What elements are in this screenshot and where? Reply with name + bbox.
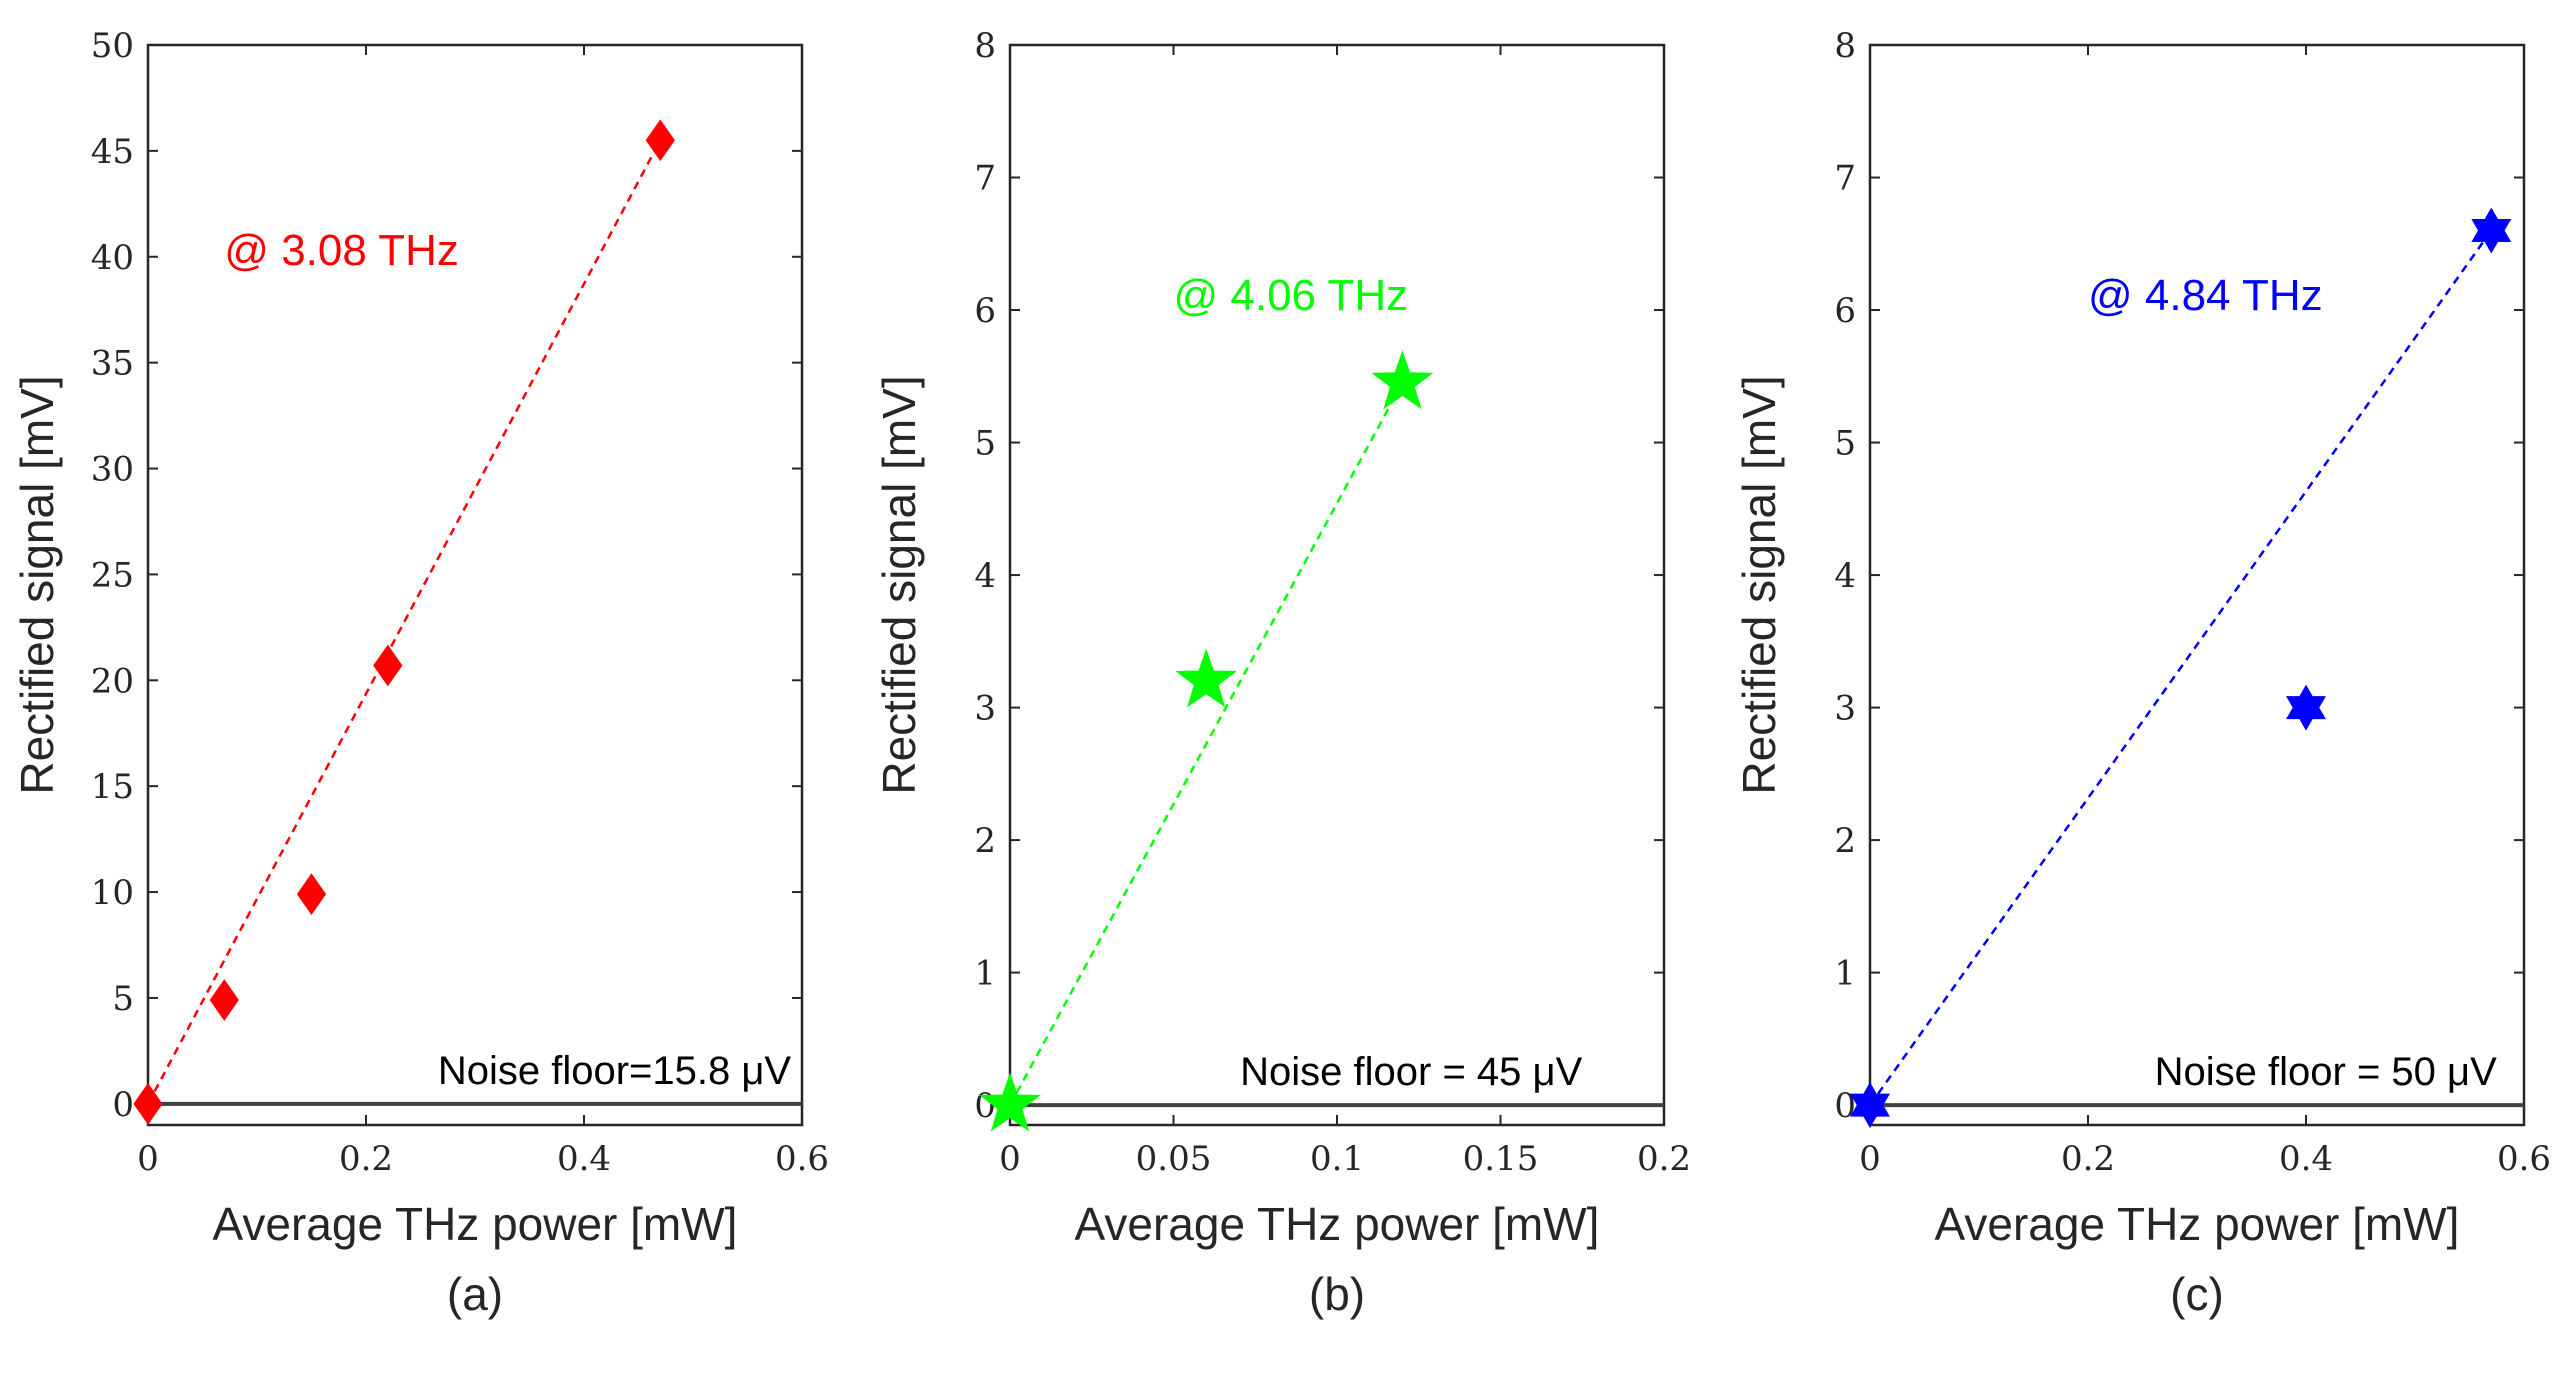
- y-tick-label: 1: [974, 954, 996, 994]
- x-tick-label: 0.2: [2061, 1139, 2115, 1179]
- y-tick-label: 50: [91, 26, 134, 66]
- panel-a: 0 0.2 0.4 0.6 0 5 10 15 20 25 30 35 40 45 50 Noise floo…: [11, 26, 829, 1320]
- y-tick-label: 7: [1834, 159, 1856, 199]
- data-point-1: [1175, 648, 1238, 708]
- data-point-2: [296, 873, 327, 916]
- y-tick-label: 6: [1834, 291, 1856, 331]
- panel-b: 0 0.05 0.1 0.15 0.2 0 1 2 3 4 5 6 7 8 Noise floor = 45…: [873, 26, 1691, 1320]
- y-tick-label: 45: [91, 132, 134, 172]
- data-point-2: [1371, 350, 1434, 410]
- y-tick-label: 1: [1834, 954, 1856, 994]
- x-tick-label: 0: [1859, 1139, 1881, 1179]
- y-tick-label: 8: [974, 26, 996, 66]
- y-tick-label: 0: [112, 1085, 134, 1125]
- y-tick-label: 3: [1834, 689, 1856, 729]
- y-tick-label: 6: [974, 291, 996, 331]
- y-tick-label: 10: [91, 873, 134, 913]
- x-tick-label: 0.1: [1310, 1139, 1364, 1179]
- frequency-annotation: @ 3.08 THz: [224, 226, 459, 275]
- axes-box: [1868, 43, 2526, 1127]
- axes-box: [146, 43, 804, 1127]
- y-tick-label: 7: [974, 159, 996, 199]
- y-tick-label: 4: [974, 556, 996, 596]
- fit-line: [1008, 382, 1404, 1106]
- data-point-1: [209, 979, 239, 1021]
- y-tick-label: 8: [1834, 26, 1856, 66]
- y-tick-label: 2: [1834, 821, 1856, 861]
- panel-caption: (a): [447, 1268, 503, 1320]
- data-point-2: [2471, 207, 2512, 254]
- x-tick-label: 0.15: [1463, 1139, 1539, 1179]
- panel-c: 0 0.2 0.4 0.6 0 1 2 3 4 5 6 7 8 Noise floor = 50 μV @ …: [1733, 26, 2551, 1320]
- y-axis-label: Rectified signal [mV]: [1733, 375, 1785, 794]
- y-tick-label: 5: [112, 979, 134, 1019]
- y-tick-label: 35: [91, 344, 134, 384]
- y-tick-label: 5: [1834, 424, 1856, 464]
- data-point-1: [2286, 684, 2326, 731]
- data-point-3: [373, 644, 403, 687]
- x-tick-label: 0.4: [2279, 1139, 2333, 1179]
- y-tick-label: 4: [1834, 556, 1856, 596]
- y-tick-label: 15: [91, 767, 134, 807]
- y-tick-label: 3: [974, 689, 996, 729]
- y-axis-label: Rectified signal [mV]: [873, 375, 925, 794]
- fit-line: [1868, 229, 2493, 1106]
- y-tick-label: 20: [91, 661, 134, 701]
- noise-floor-label: Noise floor = 50 μV: [2155, 1050, 2497, 1094]
- data-point-4: [645, 119, 675, 162]
- data-point-0: [1850, 1082, 1890, 1129]
- x-tick-label: 0.4: [557, 1139, 611, 1179]
- y-tick-label: 25: [91, 555, 134, 595]
- frequency-annotation: @ 4.06 THz: [1174, 271, 1409, 320]
- x-tick-label: 0.2: [339, 1139, 393, 1179]
- y-tick-label: 5: [974, 424, 996, 464]
- frequency-annotation: @ 4.84 THz: [2088, 271, 2323, 320]
- x-tick-label: 0.6: [775, 1139, 829, 1179]
- x-tick-label: 0.2: [1637, 1139, 1691, 1179]
- y-tick-label: 30: [91, 450, 134, 490]
- x-axis-label: Average THz power [mW]: [1075, 1198, 1600, 1250]
- data-point-0: [979, 1072, 1041, 1132]
- y-tick-label: 0: [974, 1086, 996, 1126]
- y-tick-label: 40: [91, 238, 134, 278]
- panel-caption: (c): [2170, 1268, 2224, 1320]
- y-tick-label: 2: [974, 821, 996, 861]
- panel-caption: (b): [1309, 1268, 1365, 1320]
- x-tick-label: 0: [137, 1139, 159, 1179]
- noise-floor-label: Noise floor = 45 μV: [1240, 1050, 1582, 1094]
- x-tick-label: 0.05: [1136, 1139, 1212, 1179]
- y-tick-label: 0: [1834, 1086, 1856, 1126]
- x-axis-label: Average THz power [mW]: [1935, 1198, 2460, 1250]
- x-axis-label: Average THz power [mW]: [213, 1198, 738, 1250]
- y-axis-label: Rectified signal [mV]: [11, 375, 63, 794]
- x-tick-label: 0: [999, 1139, 1021, 1179]
- x-tick-label: 0.6: [2497, 1139, 2551, 1179]
- noise-floor-label: Noise floor=15.8 μV: [438, 1049, 792, 1093]
- data-point-0: [133, 1082, 163, 1125]
